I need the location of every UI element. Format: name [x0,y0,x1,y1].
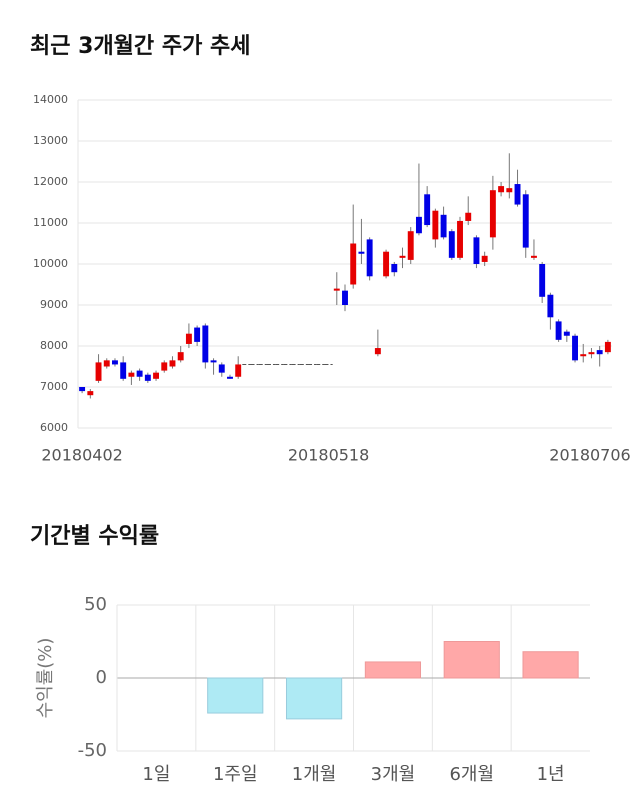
y-tick-label: 9000 [40,298,68,311]
x-tick-label: 3개월 [371,764,416,785]
chart-title: 최근 3개월간 주가 추세 [30,34,250,59]
candle-body [415,216,422,234]
candle-body [87,391,94,396]
x-tick-label: 20180402 [41,446,122,465]
x-tick-label: 1일 [142,764,170,785]
candle-body [95,362,102,381]
bar [285,677,343,720]
candle-body [424,194,431,226]
bar [364,661,422,679]
x-tick-label: 20180518 [288,446,369,465]
x-tick-label: 1개월 [292,764,337,785]
candle-body [481,255,488,262]
y-tick-label: 6000 [40,421,68,434]
candle-body [489,190,496,238]
candle-body [358,251,365,254]
candle-body [333,288,340,291]
candle-body [604,341,611,353]
candle-body [465,212,472,221]
x-tick-label: 6개월 [449,764,494,785]
candle-body [153,372,160,379]
candle-body [202,325,209,363]
y-tick-label: 10000 [33,257,68,270]
candle-body [473,237,480,264]
candle-body [177,352,184,361]
y-tick-label: 12000 [33,175,68,188]
chart-title: 기간별 수익률 [30,524,159,549]
candle-body [448,231,455,258]
candle-body [588,352,595,355]
candle-body [539,264,546,297]
candle-body [79,387,86,392]
y-tick-label: 0 [96,667,107,688]
candle-body [580,354,587,357]
candle-body [218,364,225,373]
candle-body [342,290,348,305]
candle-body [522,194,529,248]
x-tick-label: 20180706 [549,446,630,465]
candle-body [210,360,217,363]
candle-body [185,333,192,344]
candle-body [366,239,373,277]
y-tick-label: 7000 [40,380,68,393]
x-tick-label: 1년 [537,764,565,785]
bar [443,641,500,679]
candle-body [432,210,439,240]
candle-body [128,372,135,377]
candle-body [530,255,537,258]
candle-body [391,264,398,273]
candle-body [120,362,127,379]
candle-body [596,350,603,355]
candle-body [457,220,463,258]
candle-body [383,251,390,277]
y-tick-label: -50 [78,740,107,761]
candle-body [136,370,143,377]
candle-body [563,331,570,336]
y-tick-label: 8000 [40,339,68,352]
y-tick-label: 14000 [33,93,68,106]
bar [522,651,579,679]
candle-body [547,294,554,318]
candle-body [399,255,406,258]
bar [207,677,264,714]
candle-body [407,231,414,260]
candle-body [161,362,168,371]
y-tick-label: 11000 [33,216,68,229]
candle-body [112,360,118,365]
x-tick-label: 1주일 [213,764,258,785]
candle-body [103,360,110,367]
y-tick-label: 13000 [33,134,68,147]
candle-body [227,376,233,379]
candle-body [235,364,242,377]
candle-body [374,348,381,355]
candle-body [350,243,357,285]
candle-body [572,335,578,361]
y-axis-label: 수익률(%) [35,638,56,719]
y-tick-label: 50 [84,594,107,615]
candle-body [169,360,176,367]
candle-body [498,186,505,193]
candle-body [144,374,151,381]
candle-body [555,321,562,340]
candle-body [514,184,521,205]
candle-body [194,327,201,342]
candle-body [506,188,513,193]
candle-body [440,214,447,238]
